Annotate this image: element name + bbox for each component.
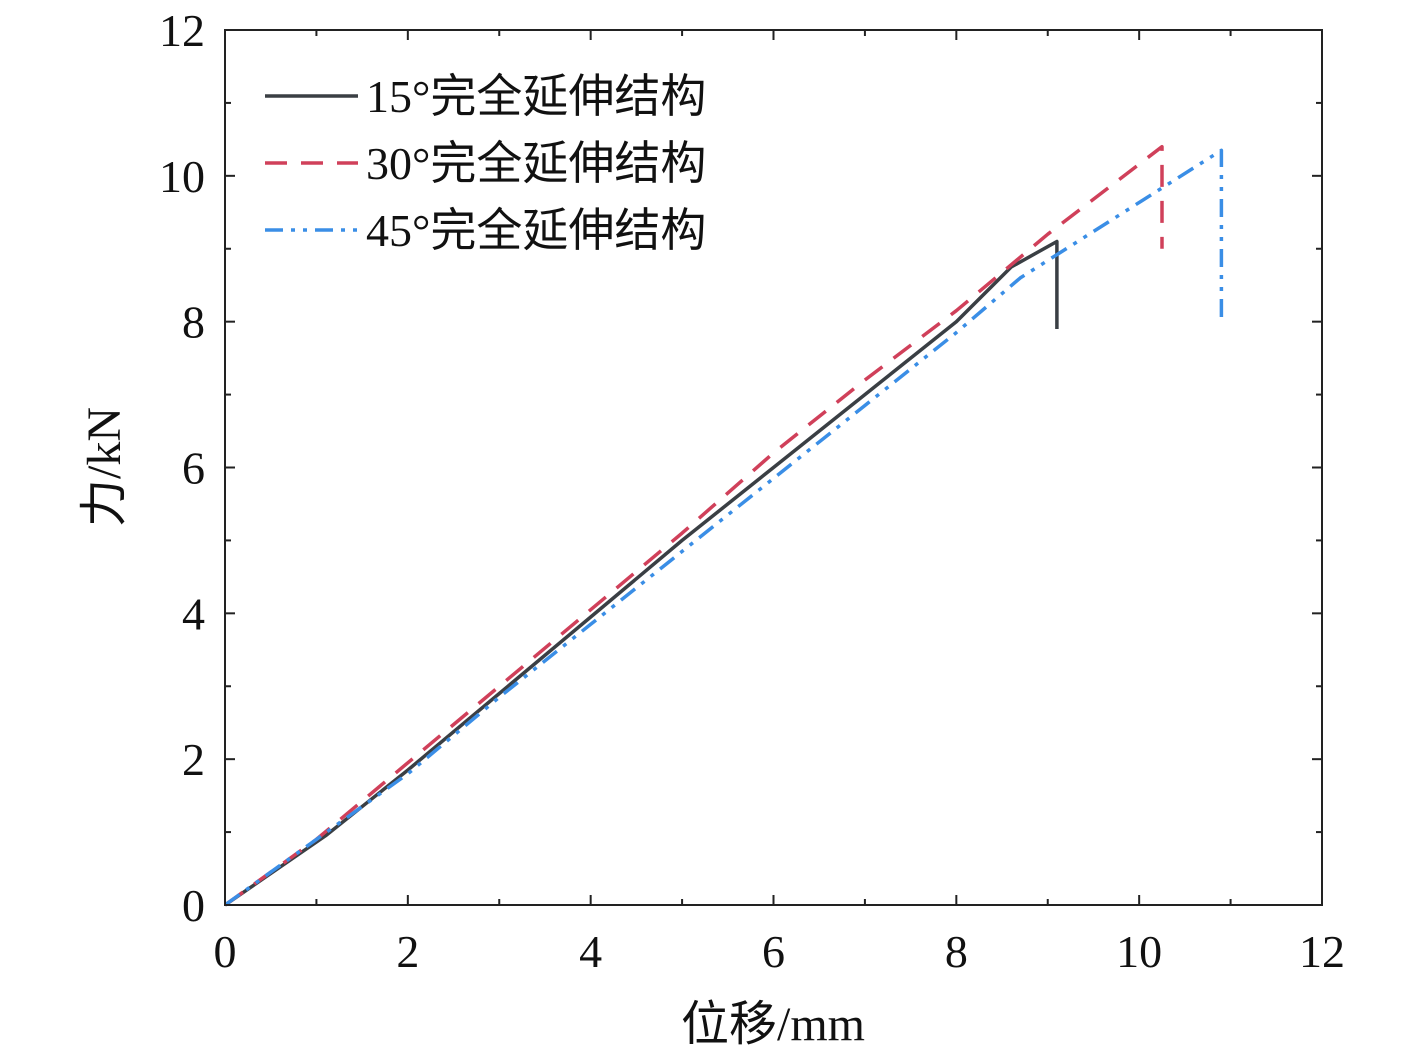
legend: 15°完全延伸结构 30°完全延伸结构 45°完全延伸结构: [265, 71, 706, 256]
y-tick-label: 0: [182, 880, 205, 931]
y-tick-label: 4: [182, 588, 205, 639]
x-tick-label: 2: [396, 926, 419, 977]
legend-label-3: 45°完全延伸结构: [366, 205, 706, 256]
y-tick-label: 10: [159, 151, 205, 202]
x-tick-label: 12: [1299, 926, 1345, 977]
y-tick-label: 6: [182, 443, 205, 494]
y-axis-label: 力/kN: [78, 407, 131, 527]
ticks-layer: 0 2 4 6 8 10 12 0 2 4 6 8 10 12: [159, 5, 1345, 977]
x-axis-label: 位移/mm: [681, 998, 865, 1051]
y-tick-label: 2: [182, 734, 205, 785]
x-tick-label: 8: [945, 926, 968, 977]
x-tick-label: 4: [579, 926, 602, 977]
y-tick-label: 12: [159, 5, 205, 56]
legend-label-2: 30°完全延伸结构: [366, 138, 706, 189]
series-line-2: [223, 144, 1164, 907]
series-line-1: [224, 239, 1059, 907]
x-tick-label: 6: [762, 926, 785, 977]
x-tick-label: 10: [1116, 926, 1162, 977]
legend-label-1: 15°完全延伸结构: [366, 71, 706, 122]
series-line-3: [223, 148, 1224, 907]
x-tick-label: 0: [214, 926, 237, 977]
y-tick-label: 8: [182, 297, 205, 348]
series-layer: [223, 144, 1224, 907]
